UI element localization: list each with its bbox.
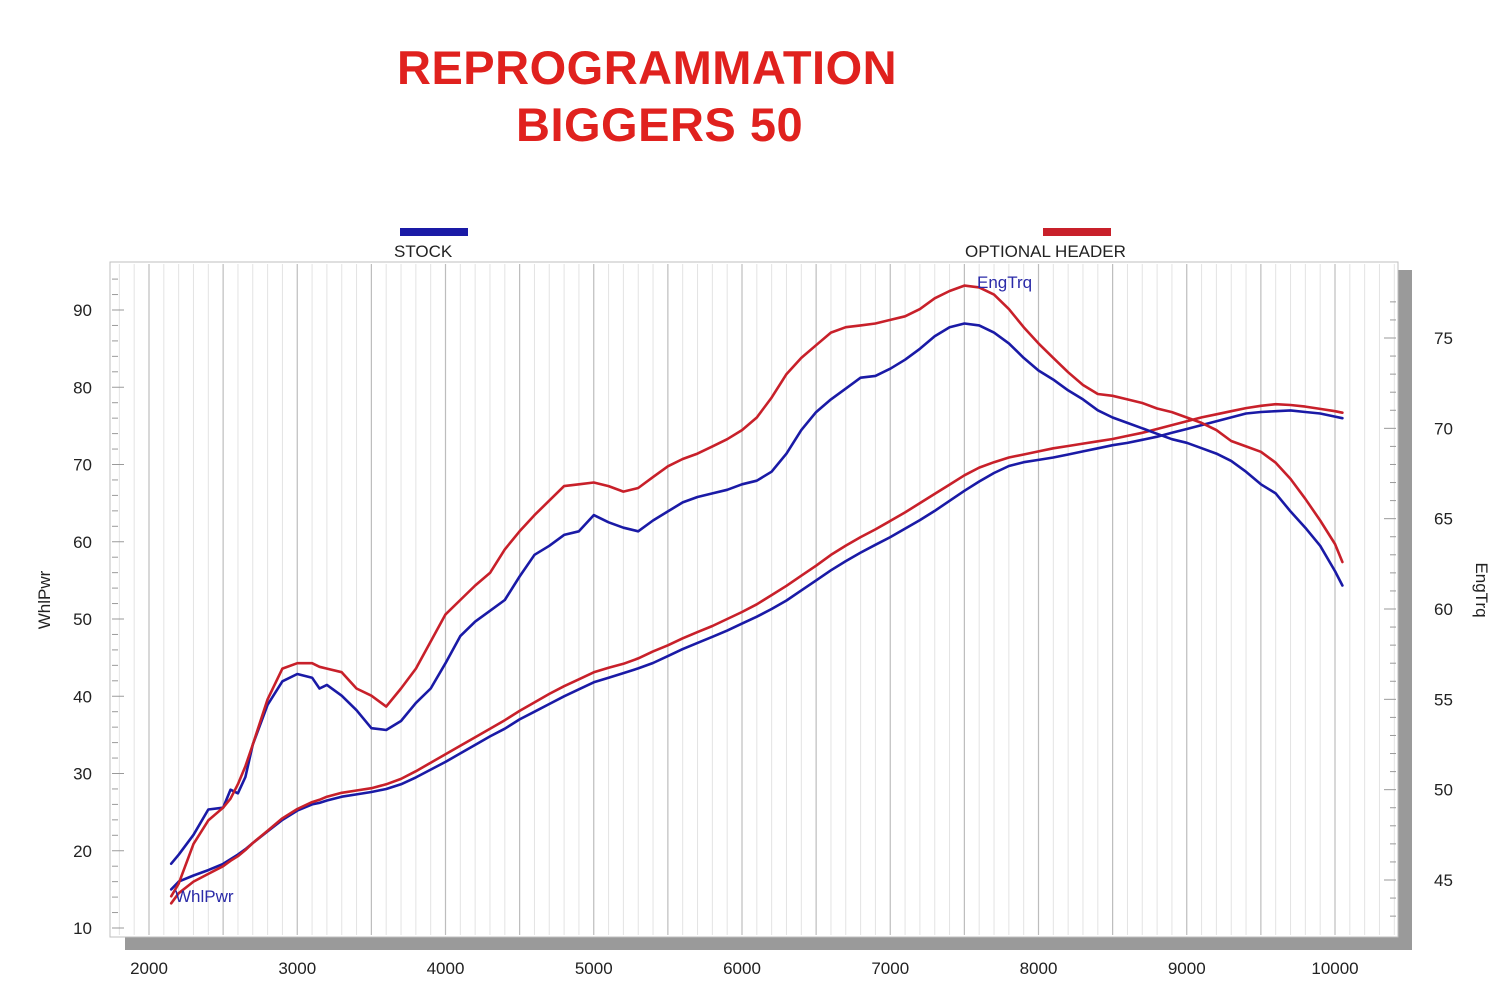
y-tick-label-left: 50 — [73, 610, 92, 629]
x-tick-label: 8000 — [1020, 959, 1058, 978]
chart-title-line-2: BIGGERS 50 — [516, 98, 804, 151]
y-tick-label-right: 65 — [1434, 510, 1453, 529]
chart-title-line-1: REPROGRAMMATION — [397, 41, 898, 94]
y-tick-label-right: 55 — [1434, 690, 1453, 709]
x-tick-label: 10000 — [1311, 959, 1358, 978]
y-tick-label-right: 75 — [1434, 329, 1453, 348]
y-tick-label-left: 60 — [73, 533, 92, 552]
y-tick-label-left: 20 — [73, 842, 92, 861]
y-tick-label-left: 90 — [73, 301, 92, 320]
y-tick-label-right: 70 — [1434, 419, 1453, 438]
y-tick-label-left: 10 — [73, 919, 92, 938]
legend-swatch-optional-header — [1043, 228, 1111, 236]
y-tick-label-left: 30 — [73, 765, 92, 784]
x-tick-label: 4000 — [427, 959, 465, 978]
x-tick-label: 7000 — [871, 959, 909, 978]
series-line-optional-header-engtrq — [169, 284, 1344, 898]
curve-label-power: WhlPwr — [175, 887, 234, 906]
x-tick-label: 9000 — [1168, 959, 1206, 978]
tick-labels: 2000 3000 4000 5000 6000 7000 8000 9000 10000 10 2… — [73, 301, 1453, 978]
legend-label-stock: STOCK — [394, 242, 453, 261]
legend-label-optional-header: OPTIONAL HEADER — [965, 242, 1126, 261]
x-tick-label: 3000 — [278, 959, 316, 978]
curve-label-torque: EngTrq — [977, 273, 1032, 292]
y-tick-label-right: 60 — [1434, 600, 1453, 619]
y-axis-label-left: WhlPwr — [35, 570, 54, 629]
y-tick-label-left: 40 — [73, 687, 92, 706]
legend-swatch-stock — [400, 228, 468, 236]
series-line-optional-header-whlpwr — [169, 402, 1344, 905]
y-tick-label-left: 80 — [73, 378, 92, 397]
plot-area — [109, 261, 1399, 938]
y-tick-label-left: 70 — [73, 456, 92, 475]
y-tick-label-right: 45 — [1434, 871, 1453, 890]
x-tick-label: 5000 — [575, 959, 613, 978]
series-line-stock-whlpwr — [169, 409, 1344, 891]
y-tick-label-right: 50 — [1434, 781, 1453, 800]
x-tick-label: 6000 — [723, 959, 761, 978]
series-lines — [169, 284, 1344, 905]
legend: STOCK OPTIONAL HEADER — [394, 228, 1126, 261]
y-axis-label-right: EngTrq — [1472, 562, 1491, 617]
plot-frame-right-shade — [1398, 270, 1412, 950]
grid-lines — [112, 264, 1396, 935]
x-tick-label: 2000 — [130, 959, 168, 978]
series-line-stock-engtrq — [169, 322, 1344, 865]
plot-frame-bottom-shade — [125, 937, 1412, 950]
